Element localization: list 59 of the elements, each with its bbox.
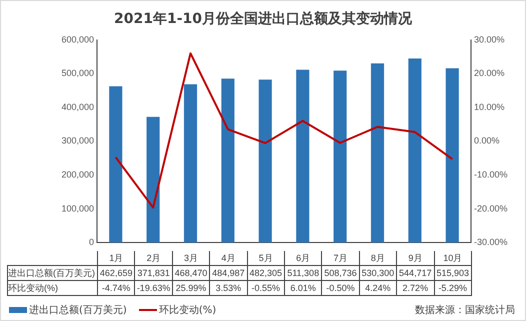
x-tick-label: 3月 <box>172 251 210 266</box>
data-label: -0.55% <box>247 280 284 296</box>
bar <box>296 70 310 243</box>
data-label: 515,903 <box>434 266 472 280</box>
y-tick-label: 100,000 <box>61 203 94 214</box>
bar <box>184 84 198 243</box>
data-label: 462,659 <box>98 266 135 280</box>
y2-tick-label: -20.00% <box>474 203 508 214</box>
data-label: -0.50% <box>322 280 360 296</box>
y-tick-label: 600,000 <box>61 34 94 44</box>
x-tick-label: 5月 <box>247 251 284 266</box>
y2-tick-label: -10.00% <box>474 169 508 180</box>
y-tick-label: 0 <box>88 237 94 248</box>
y-tick-label: 200,000 <box>61 169 94 180</box>
bar <box>221 78 234 243</box>
legend-label: 环比变动(%) <box>158 304 216 317</box>
data-label: 484,987 <box>210 266 248 280</box>
y2-tick-label: 20.00% <box>474 68 505 78</box>
bar <box>109 86 122 243</box>
data-label: 25.99% <box>172 280 210 296</box>
x-tick-label: 4月 <box>210 251 248 266</box>
x-tick-label: 1月 <box>98 251 135 266</box>
data-label: 4.24% <box>359 280 397 296</box>
data-label: 6.01% <box>284 280 322 296</box>
y2-tick-label: 10.00% <box>474 102 505 112</box>
bar <box>408 58 422 243</box>
y2-tick-label: 0.00% <box>474 136 500 146</box>
y-tick-label: 500,000 <box>61 68 94 78</box>
y2-tick-label: 30.00% <box>474 34 505 44</box>
y2-tick-label: -30.00% <box>474 237 508 248</box>
x-tick-label: 7月 <box>322 251 360 266</box>
data-label: -4.74% <box>98 280 135 296</box>
data-label: 530,300 <box>359 266 397 280</box>
source-note: 数据来源：国家统计局 <box>415 304 515 317</box>
bar <box>146 116 160 243</box>
data-label: -5.29% <box>434 280 472 296</box>
bar <box>370 63 384 243</box>
text: 进出口总额(百万美元) <box>8 268 95 278</box>
data-label: 468,470 <box>172 266 210 280</box>
chart-title: 2021年1-10月份全国进出口总额及其变动情况 <box>114 10 413 28</box>
data-label: 482,305 <box>247 266 284 280</box>
data-label: 511,308 <box>284 266 322 280</box>
x-tick-label: 9月 <box>396 251 434 266</box>
x-tick-label: 8月 <box>359 251 397 266</box>
y-tick-label: 400,000 <box>61 102 94 112</box>
bar <box>334 70 347 243</box>
x-tick-label: 6月 <box>284 251 322 266</box>
bar <box>258 80 272 243</box>
bar <box>446 68 459 243</box>
data-label: 508,736 <box>322 266 360 280</box>
data-label: 371,831 <box>134 266 172 280</box>
legend-label: 进出口总额(百万美元) <box>28 304 127 317</box>
y-tick-label: 300,000 <box>61 136 94 146</box>
data-label: 3.53% <box>210 280 248 296</box>
x-tick-label: 10月 <box>434 251 472 266</box>
x-tick-label: 2月 <box>134 251 172 266</box>
data-label: 2.72% <box>396 280 434 296</box>
data-label: 544,717 <box>396 266 434 280</box>
data-label: -19.63% <box>134 280 172 296</box>
